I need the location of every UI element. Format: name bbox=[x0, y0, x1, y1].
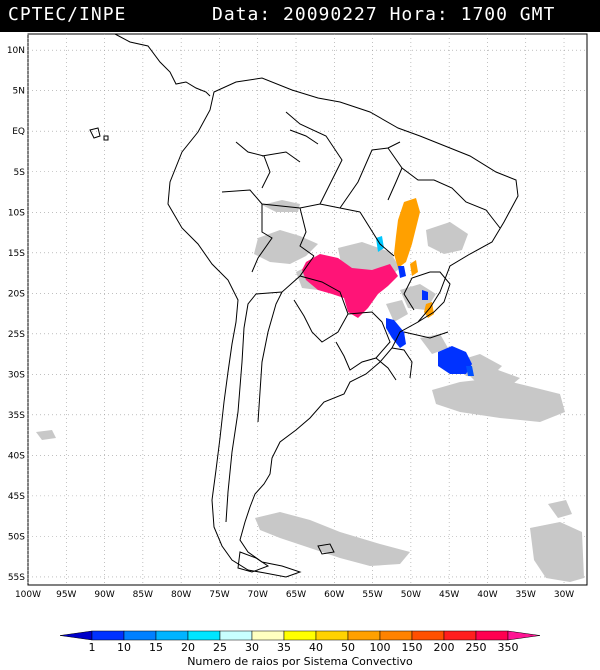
latitude-label: EQ bbox=[12, 127, 25, 137]
latitude-label: 45S bbox=[8, 492, 25, 502]
longitude-labels: 100W 95W 90W 85W 80W 75W 70W 65W 60W 55W 50W 45W 40W… bbox=[15, 590, 574, 600]
latitude-label: 20S bbox=[8, 289, 25, 299]
longitude-label: 40W bbox=[477, 590, 497, 600]
lightning-system-blue bbox=[398, 266, 406, 278]
longitude-label: 30W bbox=[554, 590, 574, 600]
date-value: 20090227 bbox=[283, 4, 378, 25]
time-label: Hora: bbox=[389, 4, 449, 25]
falkland-islands bbox=[317, 543, 335, 555]
colorbar-tick-label: 50 bbox=[341, 641, 355, 654]
longitude-label: 85W bbox=[133, 590, 153, 600]
colorbar-swatch bbox=[411, 630, 445, 641]
longitude-label: 65W bbox=[286, 590, 306, 600]
colorbar-swatch bbox=[315, 630, 349, 641]
legend-caption: Numero de raios por Sistema Convectivo bbox=[187, 655, 413, 668]
latitude-label: 10S bbox=[8, 208, 25, 218]
title-bar: CPTEC/INPE Data: 20090227 Hora: 1700 GMT bbox=[0, 0, 600, 32]
colorbar-tick-label: 1 bbox=[89, 641, 96, 654]
longitude-label: 95W bbox=[56, 590, 76, 600]
colorbar-swatch bbox=[379, 630, 413, 641]
longitude-label: 70W bbox=[248, 590, 268, 600]
time-value: 1700 GMT bbox=[460, 4, 556, 25]
colorbar-tick-label: 150 bbox=[402, 641, 423, 654]
colorbar-tick-label: 25 bbox=[213, 641, 227, 654]
colorbar-tick-label: 200 bbox=[434, 641, 455, 654]
longitude-label: 35W bbox=[516, 590, 536, 600]
latitude-labels: 10N 5N EQ 5S 10S 15S 20S 25S 30S 35S 40S 45S 50S 55S bbox=[7, 46, 25, 583]
longitude-label: 75W bbox=[209, 590, 229, 600]
lightning-system-blue bbox=[422, 290, 428, 300]
country-borders bbox=[221, 111, 501, 523]
latitude-label: 40S bbox=[8, 451, 25, 461]
colorbar-swatch bbox=[443, 630, 477, 641]
central-america-outline bbox=[114, 33, 211, 97]
tierra-del-fuego bbox=[237, 551, 270, 573]
latitude-label: 5S bbox=[14, 168, 26, 178]
lightning-areas bbox=[302, 198, 474, 376]
colorbar-swatch bbox=[123, 630, 157, 641]
colorbar-tick-label: 20 bbox=[181, 641, 195, 654]
galapagos-islands bbox=[89, 127, 109, 141]
lightning-system-magenta bbox=[354, 288, 376, 308]
colorbar-swatch bbox=[219, 630, 253, 641]
colorbar-tick-label: 10 bbox=[117, 641, 131, 654]
longitude-label: 50W bbox=[401, 590, 421, 600]
longitude-label: 80W bbox=[171, 590, 191, 600]
lightning-system-blue bbox=[466, 366, 474, 376]
lightning-system-orange bbox=[394, 198, 420, 268]
lightning-system-blue bbox=[438, 346, 472, 374]
colorbar-tick-label: 40 bbox=[309, 641, 323, 654]
map-frame bbox=[27, 33, 588, 586]
colorbar-tick-label: 100 bbox=[370, 641, 391, 654]
colorbar-legend: 1 10 15 20 25 30 35 40 50 100 150 200 250 350 bbox=[59, 630, 541, 654]
latitude-label: 15S bbox=[8, 249, 25, 259]
colorbar-tick-label: 35 bbox=[277, 641, 291, 654]
colorbar-swatch bbox=[91, 630, 125, 641]
lightning-system-blue bbox=[386, 318, 406, 348]
colorbar-tick-label: 15 bbox=[149, 641, 163, 654]
longitude-label: 60W bbox=[324, 590, 344, 600]
latitude-label: 50S bbox=[8, 532, 25, 542]
latitude-label: 10N bbox=[7, 46, 25, 56]
source-title: CPTEC/INPE bbox=[8, 4, 127, 25]
lightning-map: 10N5NEQ5S10S15S20S25S30S35S40S45S50S55S … bbox=[7, 33, 588, 654]
colorbar-swatch bbox=[187, 630, 221, 641]
date-label: Data: bbox=[212, 4, 272, 25]
colorbar-tick-label: 350 bbox=[498, 641, 519, 654]
colorbar-swatch bbox=[475, 630, 509, 641]
longitude-label: 90W bbox=[94, 590, 114, 600]
colorbar-swatch bbox=[283, 630, 317, 641]
longitude-label: 55W bbox=[362, 590, 382, 600]
longitude-label: 45W bbox=[439, 590, 459, 600]
colorbar-swatch bbox=[507, 630, 541, 641]
coastlines bbox=[89, 33, 519, 578]
longitude-label: 100W bbox=[15, 590, 41, 600]
colorbar-swatch bbox=[251, 630, 285, 641]
latitude-label: 55S bbox=[8, 573, 25, 583]
colorbar-tick-label: 250 bbox=[466, 641, 487, 654]
latitude-label: 35S bbox=[8, 411, 25, 421]
south-america-outline bbox=[167, 77, 519, 578]
lightning-system-magenta bbox=[302, 254, 398, 318]
latitude-label: 30S bbox=[8, 370, 25, 380]
colorbar-tick-label: 30 bbox=[245, 641, 259, 654]
date-time-label: Data: 20090227 Hora: 1700 GMT bbox=[212, 4, 555, 25]
colorbar-swatch bbox=[155, 630, 189, 641]
colorbar-swatch bbox=[59, 630, 93, 641]
latitude-label: 25S bbox=[8, 330, 25, 340]
latitude-label: 5N bbox=[13, 87, 25, 97]
lightning-system-orange bbox=[410, 260, 418, 276]
colorbar-swatch bbox=[347, 630, 381, 641]
